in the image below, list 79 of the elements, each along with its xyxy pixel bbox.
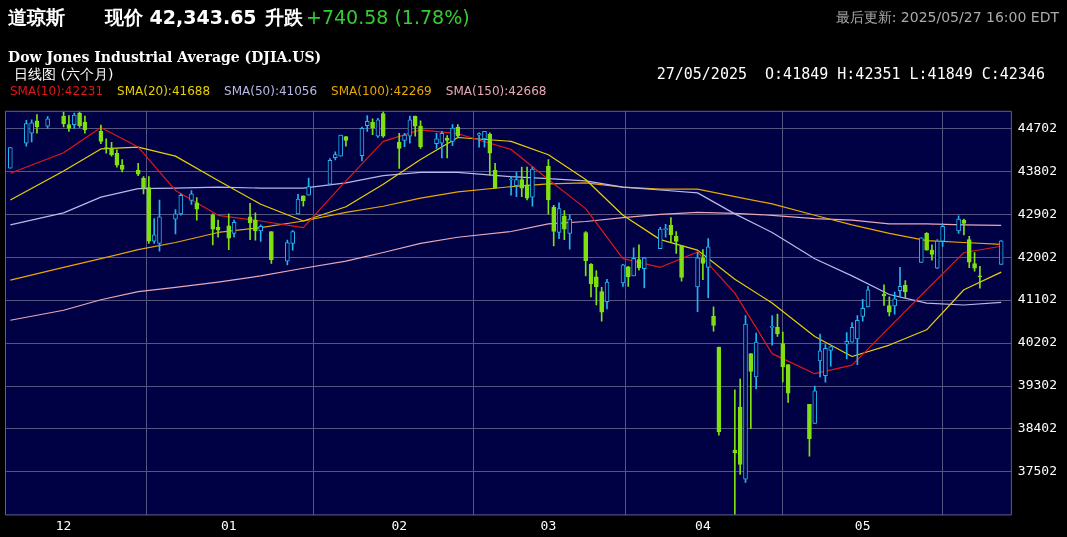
- candlestick: [253, 212, 258, 241]
- text: 27/05/2025 O:41849 H:42351 L:41849 C:42346: [656, 65, 1045, 84]
- candlestick: [977, 266, 983, 289]
- y-tick-label: 44702: [1017, 119, 1058, 135]
- candlestick: [546, 159, 551, 215]
- candlestick: [940, 223, 945, 247]
- text: SMA(150):42668: [445, 84, 547, 98]
- candlestick: [972, 252, 977, 272]
- candlestick: [61, 111, 66, 128]
- candlestick: [748, 353, 754, 429]
- y-tick-label: 38402: [1017, 420, 1058, 436]
- candlestick: [450, 124, 455, 146]
- candlestick: [269, 231, 274, 264]
- candlestick: [562, 210, 567, 240]
- candlestick: [285, 239, 290, 266]
- candlestick: [902, 280, 908, 299]
- x-tick-label: 04: [695, 517, 711, 533]
- candlestick: [508, 176, 514, 196]
- candlestick: [823, 344, 828, 383]
- candlestick: [189, 190, 194, 205]
- text: SMA(100):42269: [331, 84, 432, 98]
- candlestick: [631, 247, 636, 277]
- candlestick: [924, 232, 929, 251]
- candlestick: [77, 111, 82, 128]
- candlestick: [173, 209, 178, 235]
- candlestick: [711, 306, 716, 332]
- candlestick: [23, 120, 29, 147]
- y-tick-label: 43802: [1017, 162, 1058, 178]
- candlestick: [855, 315, 860, 365]
- chart-subtitle: 日线图 (六个月): [14, 66, 114, 83]
- y-tick-label: 39302: [1017, 377, 1058, 393]
- y-tick-label: 37502: [1017, 463, 1058, 479]
- candlestick: [418, 120, 423, 149]
- text: 最后更新: 2025/05/27 16:00 EDT: [835, 9, 1059, 26]
- candlestick: [695, 251, 700, 312]
- candlestick: [434, 132, 439, 149]
- candlestick: [306, 177, 311, 196]
- candlestick: [45, 116, 50, 129]
- x-tick-label: 01: [220, 517, 237, 533]
- text: +740.58 (1.78%): [306, 6, 470, 29]
- candlestick: [583, 231, 589, 277]
- text: 现价 42,343.65: [105, 6, 257, 29]
- y-tick-label: 41102: [1017, 291, 1058, 307]
- text: 升跌: [265, 6, 303, 29]
- candlestick: [514, 172, 519, 198]
- x-tick-label: 12: [55, 517, 72, 533]
- candlestick: [530, 166, 535, 207]
- candlestick: [8, 147, 13, 169]
- text: SMA(50):41056: [224, 84, 318, 98]
- candlestick: [887, 296, 892, 317]
- text: SMA(20):41688: [117, 84, 211, 98]
- text: SMA(10):42231: [10, 84, 104, 98]
- candlestick: [892, 291, 897, 315]
- candlestick: [29, 119, 34, 143]
- candlestick: [290, 230, 296, 251]
- candlestick: [402, 132, 407, 147]
- candlestick: [482, 130, 487, 148]
- candlestick: [679, 245, 684, 282]
- candlestick: [599, 287, 604, 322]
- candlestick: [370, 118, 375, 135]
- candlestick: [109, 141, 114, 157]
- candlestick: [594, 270, 599, 306]
- candlestick: [775, 313, 780, 337]
- candlestick: [476, 132, 482, 148]
- candlestick: [956, 215, 961, 234]
- candlestick: [338, 134, 343, 157]
- x-tick-label: 02: [391, 517, 408, 533]
- text: 道琼斯: [8, 6, 65, 29]
- candlestick: [141, 176, 146, 195]
- x-tick-label: 03: [540, 517, 557, 533]
- y-tick-label: 42902: [1017, 205, 1058, 221]
- chart-title: Dow Jones Industrial Average (DJIA.US): [8, 49, 322, 66]
- candlestick: [396, 132, 402, 169]
- y-tick-label: 42002: [1017, 248, 1058, 264]
- candlestick: [157, 199, 162, 252]
- x-tick-label: 05: [854, 517, 871, 533]
- y-tick-label: 40202: [1017, 334, 1058, 350]
- candlestick: [301, 195, 306, 207]
- candlestick: [807, 403, 812, 457]
